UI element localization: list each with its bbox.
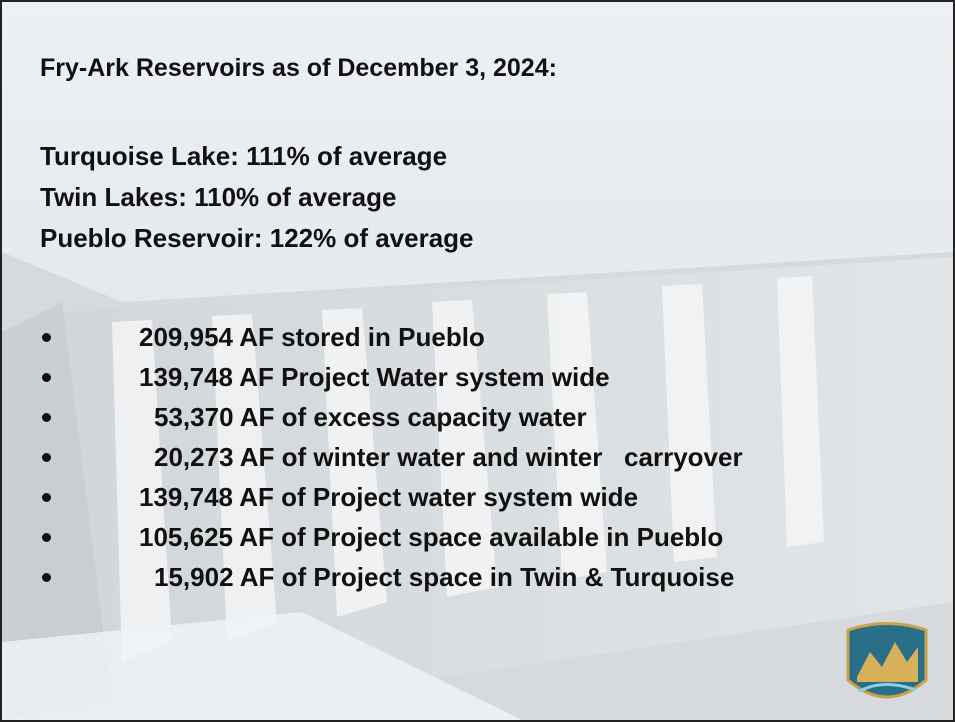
fact-text: 139,748 AF of Project water system wide — [139, 482, 639, 512]
reservoir-list: Turquoise Lake: 111% of average Twin Lake… — [40, 136, 474, 259]
bullet — [42, 373, 51, 382]
fact-item: 209,954 AF stored in Pueblo — [2, 317, 953, 357]
bullet — [42, 453, 51, 462]
fact-text: 15,902 AF of Project space in Twin & Tur… — [154, 562, 735, 592]
reservoir-line: Pueblo Reservoir: 122% of average — [40, 223, 474, 253]
bullet — [42, 573, 51, 582]
fact-item: 139,748 AF Project Water system wide — [2, 357, 953, 397]
fact-item: 105,625 AF of Project space available in… — [2, 517, 953, 557]
bullet — [42, 333, 51, 342]
fact-text: 20,273 AF of winter water and winter car… — [154, 442, 743, 472]
bullet — [42, 533, 51, 542]
reservoir-line: Turquoise Lake: 111% of average — [40, 141, 448, 171]
fact-text: 209,954 AF stored in Pueblo — [139, 322, 485, 352]
fact-text: 139,748 AF Project Water system wide — [139, 362, 610, 392]
bullet — [42, 493, 51, 502]
slide-title: Fry-Ark Reservoirs as of December 3, 202… — [40, 54, 557, 82]
bullet — [42, 413, 51, 422]
fact-list: 209,954 AF stored in Pueblo 139,748 AF Pr… — [2, 317, 953, 597]
fact-text: 105,625 AF of Project space available in… — [139, 522, 724, 552]
reservoir-line: Twin Lakes: 110% of average — [40, 182, 397, 212]
fact-text: 53,370 AF of excess capacity water — [154, 402, 587, 432]
fact-item: 139,748 AF of Project water system wide — [2, 477, 953, 517]
logo — [846, 622, 928, 699]
fact-item: 20,273 AF of winter water and winter car… — [2, 437, 953, 477]
fact-item: 15,902 AF of Project space in Twin & Tur… — [2, 557, 953, 597]
fact-item: 53,370 AF of excess capacity water — [2, 397, 953, 437]
